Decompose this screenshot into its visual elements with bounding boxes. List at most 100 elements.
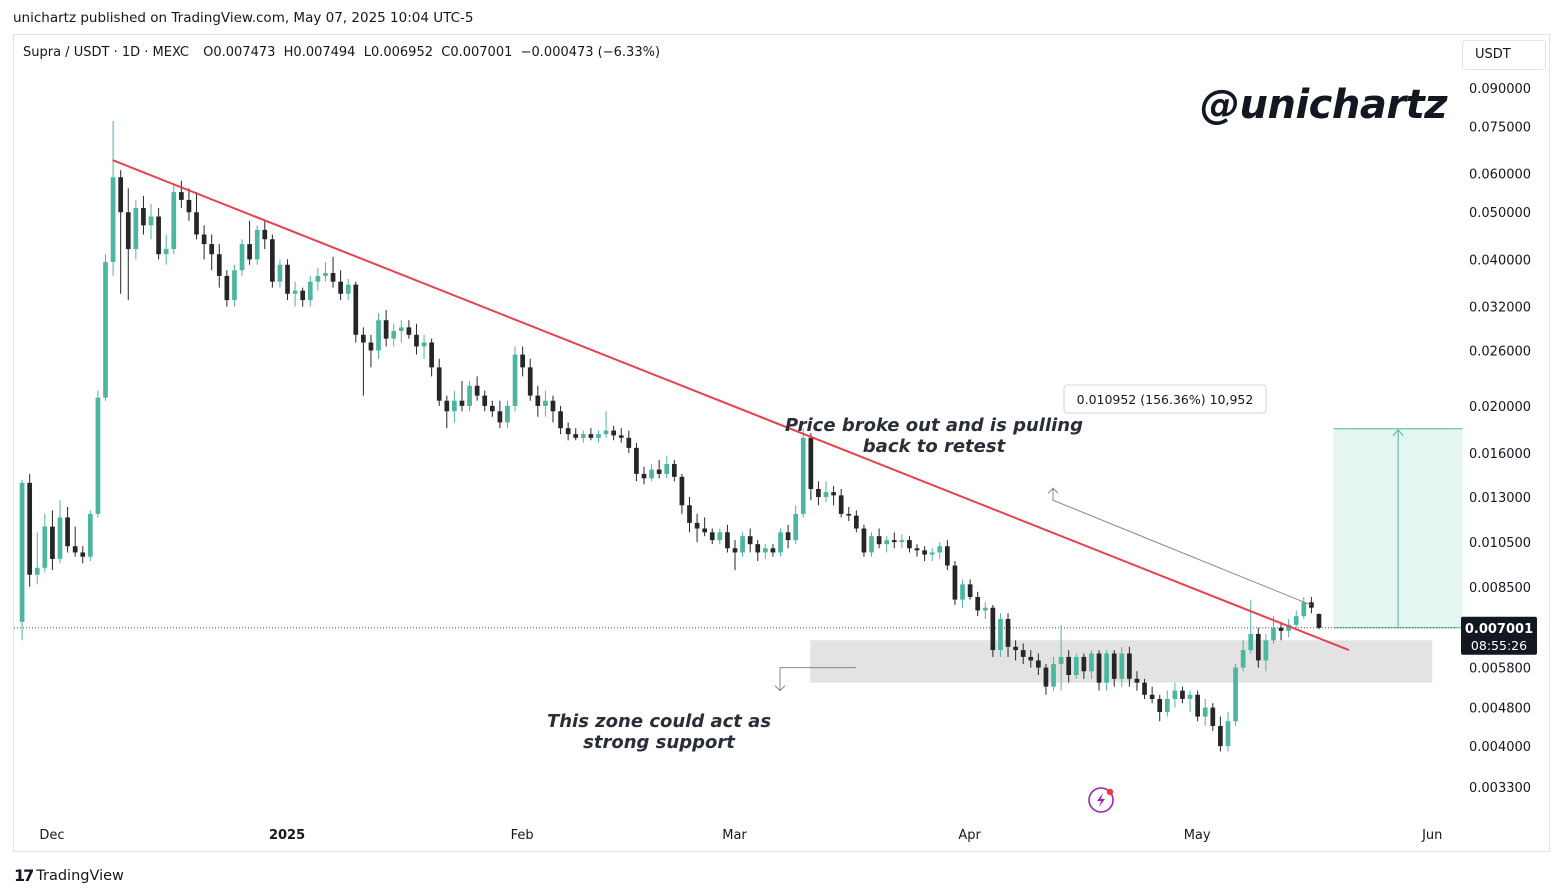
candle[interactable] <box>1233 663 1238 726</box>
symbol-name[interactable]: Supra / USDT <box>23 45 110 60</box>
candle[interactable] <box>398 320 404 343</box>
candle[interactable] <box>194 192 199 240</box>
candle[interactable] <box>1111 650 1117 687</box>
candle[interactable] <box>474 376 480 401</box>
candle[interactable] <box>110 120 116 276</box>
candle[interactable] <box>277 259 283 288</box>
candle[interactable] <box>376 313 381 359</box>
candle[interactable] <box>262 220 268 250</box>
candle[interactable] <box>937 542 943 559</box>
candle[interactable] <box>861 524 867 557</box>
candle[interactable] <box>1210 703 1216 731</box>
candle[interactable] <box>641 466 647 485</box>
candle[interactable] <box>679 473 685 514</box>
candle[interactable] <box>307 275 313 307</box>
candle[interactable] <box>95 390 101 518</box>
candle[interactable] <box>664 455 670 479</box>
candle[interactable] <box>1316 613 1322 630</box>
candle[interactable] <box>694 513 700 543</box>
candle[interactable] <box>929 548 935 562</box>
candle[interactable] <box>520 346 525 377</box>
interval-label[interactable]: 1D <box>121 45 141 60</box>
candle[interactable] <box>1066 650 1072 683</box>
candle[interactable] <box>717 528 723 545</box>
candle[interactable] <box>1301 596 1307 619</box>
candle[interactable] <box>1157 694 1163 722</box>
annotation-support[interactable]: This zone could act as strong support <box>547 711 771 753</box>
candle[interactable] <box>709 528 715 545</box>
candle[interactable] <box>808 432 814 501</box>
candle[interactable] <box>770 544 776 557</box>
candle[interactable] <box>171 184 177 255</box>
candle[interactable] <box>922 546 927 562</box>
candle[interactable] <box>1309 596 1314 614</box>
candle[interactable] <box>512 346 518 412</box>
candle[interactable] <box>656 459 662 479</box>
candle[interactable] <box>232 264 237 307</box>
candle[interactable] <box>952 561 958 605</box>
candle[interactable] <box>527 358 533 401</box>
candle[interactable] <box>353 281 359 343</box>
candle[interactable] <box>1142 678 1147 699</box>
candle[interactable] <box>687 496 692 533</box>
candle[interactable] <box>42 513 48 573</box>
candle[interactable] <box>634 442 639 482</box>
candle[interactable] <box>452 390 457 423</box>
candle[interactable] <box>436 358 442 406</box>
candle[interactable] <box>156 208 161 260</box>
candle[interactable] <box>1089 650 1094 679</box>
candle[interactable] <box>626 430 632 454</box>
candle[interactable] <box>1172 682 1178 708</box>
candle[interactable] <box>421 334 427 359</box>
candle[interactable] <box>853 510 859 533</box>
candle[interactable] <box>489 400 495 417</box>
candle[interactable] <box>1020 643 1026 664</box>
candle[interactable] <box>315 267 321 291</box>
candle[interactable] <box>19 479 25 641</box>
tradingview-logo[interactable]: 𝟭𝟳 TradingView <box>14 866 124 885</box>
candle[interactable] <box>565 422 571 441</box>
candle[interactable] <box>467 381 472 412</box>
candle[interactable] <box>914 544 920 557</box>
candle[interactable] <box>300 287 306 307</box>
candle[interactable] <box>1073 653 1079 679</box>
candle[interactable] <box>148 203 154 240</box>
candle[interactable] <box>1096 650 1102 691</box>
candle[interactable] <box>747 528 753 553</box>
candle[interactable] <box>338 270 343 301</box>
candle[interactable] <box>254 225 260 265</box>
candle[interactable] <box>345 278 351 301</box>
candle[interactable] <box>725 524 730 553</box>
candle[interactable] <box>209 234 215 271</box>
candle[interactable] <box>65 506 70 553</box>
candle[interactable] <box>1293 610 1299 628</box>
candle[interactable] <box>1043 663 1049 695</box>
candle[interactable] <box>87 510 93 562</box>
candle[interactable] <box>1013 640 1018 661</box>
candle[interactable] <box>618 428 624 443</box>
candle[interactable] <box>361 327 366 396</box>
candle[interactable] <box>785 524 791 549</box>
candle[interactable] <box>869 532 874 557</box>
candle[interactable] <box>1202 698 1208 726</box>
candle[interactable] <box>1180 686 1185 704</box>
candle[interactable] <box>580 430 586 443</box>
lightning-icon[interactable] <box>1088 787 1114 813</box>
candle[interactable] <box>838 489 844 518</box>
annotation-breakout[interactable]: Price broke out and is pulling back to re… <box>785 415 1083 457</box>
candle[interactable] <box>1263 633 1269 672</box>
candle[interactable] <box>216 244 222 288</box>
candle[interactable] <box>201 225 207 260</box>
candle[interactable] <box>816 481 821 506</box>
candle[interactable] <box>1051 656 1056 691</box>
candle[interactable] <box>755 540 761 562</box>
candle[interactable] <box>1278 621 1284 641</box>
candle[interactable] <box>270 234 275 288</box>
candle[interactable] <box>603 411 609 438</box>
candle[interactable] <box>330 256 336 288</box>
candle[interactable] <box>671 459 677 482</box>
candle[interactable] <box>1036 653 1041 675</box>
candle[interactable] <box>57 500 63 564</box>
candle[interactable] <box>740 532 745 557</box>
